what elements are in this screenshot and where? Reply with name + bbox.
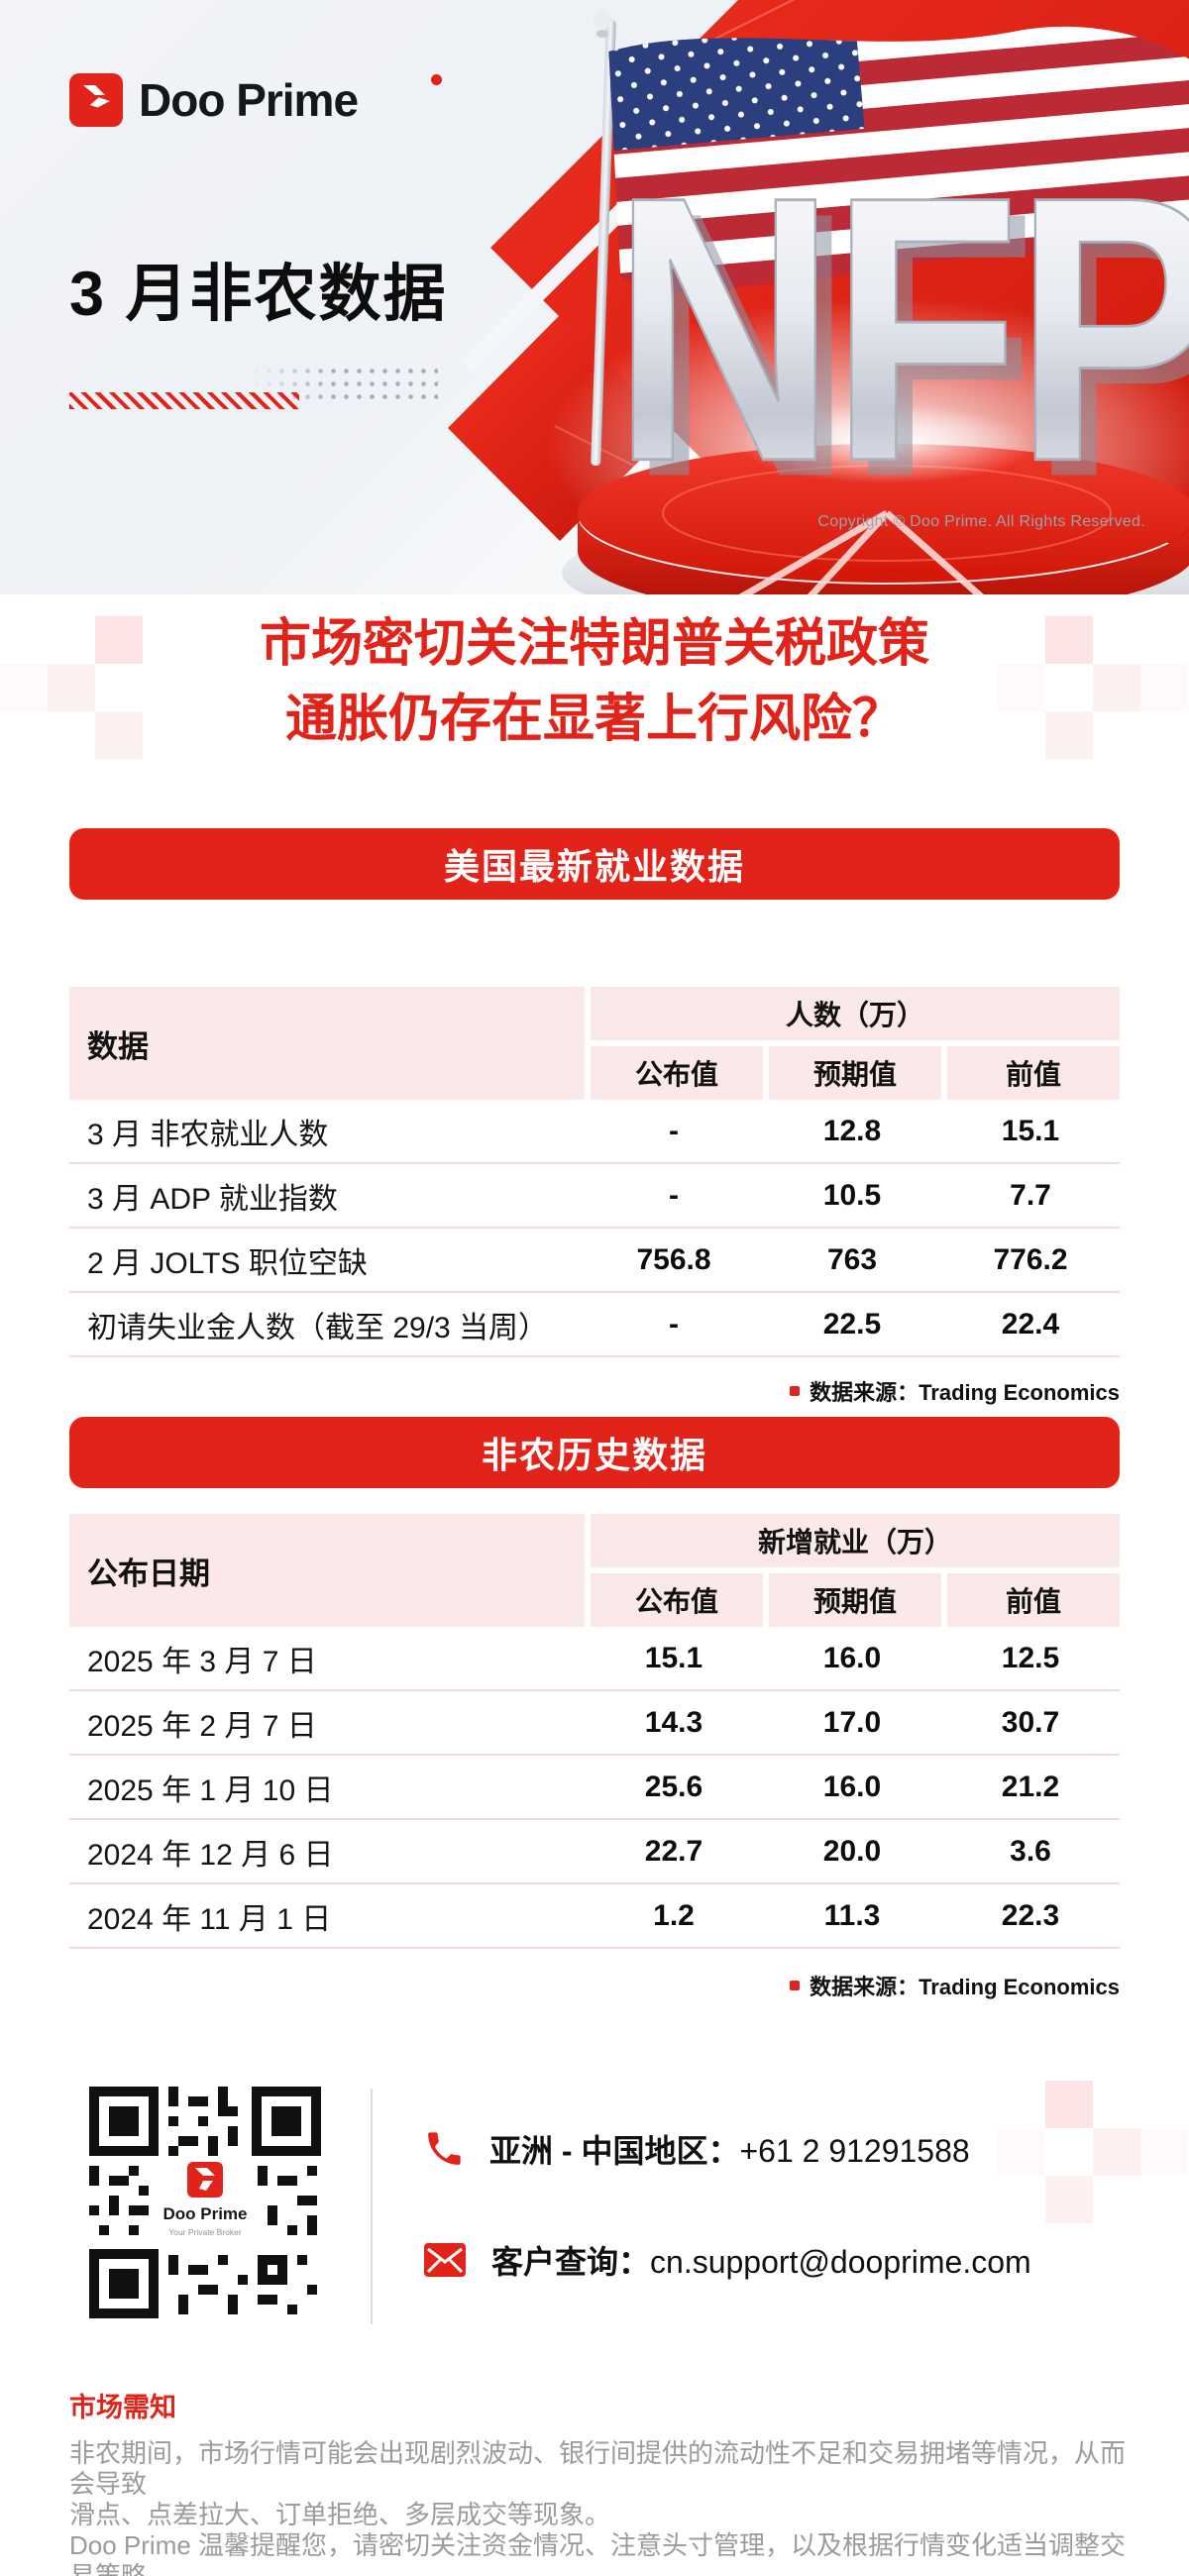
bullet-square-icon	[790, 1386, 801, 1396]
svg-text:NFP: NFP	[612, 118, 1189, 539]
column-header-date: 公布日期	[69, 1514, 585, 1627]
column-header-previous: 前值	[947, 1046, 1120, 1100]
table-header: 数据 人数（万） 公布值 预期值 前值	[69, 987, 1120, 1100]
column-header-previous: 前值	[947, 1573, 1120, 1627]
notice-line: Doo Prime 温馨提醒您，请密切关注资金情况、注意头寸管理，以及根据行情变…	[69, 2530, 1127, 2576]
bullet-square-icon	[790, 1981, 801, 1990]
qr-code: Doo Prime Your Private Broker	[83, 2081, 327, 2324]
column-header-data: 数据	[69, 987, 585, 1100]
table-row: 2024 年 11 月 1 日 1.2 11.3 22.3	[69, 1884, 1120, 1949]
flag-cloth	[608, 21, 1189, 297]
svg-text:Doo Prime: Doo Prime	[162, 2204, 247, 2223]
pie-podium	[562, 404, 1189, 594]
section-banner-history: 非农历史数据	[69, 1417, 1120, 1488]
qr-center-logo: Doo Prime Your Private Broker	[159, 2156, 252, 2249]
table-row: 2025 年 2 月 7 日 14.3 17.0 30.7	[69, 1691, 1120, 1756]
group-header: 新增就业（万）	[591, 1514, 1120, 1567]
table-row: 2024 年 12 月 6 日 22.7 20.0 3.6	[69, 1820, 1120, 1884]
history-data-table: 公布日期 新增就业（万） 公布值 预期值 前值 2025 年 3 月 7 日 1…	[69, 1514, 1120, 1949]
doo-prime-logo-icon	[69, 73, 123, 127]
column-header-forecast: 预期值	[769, 1046, 941, 1100]
checker-decoration-left	[0, 616, 191, 760]
headline: 市场密切关注特朗普关税政策 通胀仍存在显著上行风险？	[0, 606, 1189, 757]
svg-text:NFP: NFP	[629, 134, 1189, 555]
table-row: 2025 年 1 月 10 日 25.6 16.0 21.2	[69, 1756, 1120, 1820]
brand-wordmark: Doo Prime	[139, 74, 443, 126]
copyright-note: Copyright © Doo Prime. All Rights Reserv…	[817, 513, 1145, 530]
data-source-note: 数据来源：Trading Economics	[790, 1970, 1120, 2001]
hero-graphic: NFP NFP	[448, 0, 1189, 594]
svg-text:Your Private Broker: Your Private Broker	[168, 2227, 242, 2237]
vertical-divider	[371, 2089, 373, 2324]
nfp-3d-text: NFP NFP	[611, 117, 1189, 555]
checker-decoration-right	[998, 616, 1189, 760]
checker-decoration-contact	[998, 2081, 1189, 2224]
page-title: 3 月非农数据	[69, 260, 448, 329]
phone-number[interactable]: +61 2 91291588	[739, 2133, 970, 2169]
table-row: 2 月 JOLTS 职位空缺 756.8 763 776.2	[69, 1229, 1120, 1293]
latest-data-table: 数据 人数（万） 公布值 预期值 前值 3 月 非农就业人数 - 12.8 15…	[69, 987, 1120, 1357]
group-header: 人数（万）	[591, 987, 1120, 1040]
headline-line-1: 市场密切关注特朗普关税政策	[259, 615, 929, 673]
table-row: 3 月 非农就业人数 - 12.8 15.1	[69, 1100, 1120, 1164]
section-banner-latest: 美国最新就业数据	[69, 828, 1120, 900]
email-contact[interactable]: 客户查询：cn.support@dooprime.com	[424, 2237, 1031, 2283]
data-source-note: 数据来源：Trading Economics	[790, 1375, 1120, 1407]
column-header-actual: 公布值	[591, 1046, 763, 1100]
notice-line: 非农期间，市场行情可能会出现剧烈波动、银行间提供的流动性不足和交易拥堵等情况，从…	[69, 2438, 1127, 2499]
stripe-decoration	[69, 392, 299, 409]
table-row: 3 月 ADP 就业指数 - 10.5 7.7	[69, 1164, 1120, 1229]
phone-label: 亚洲 - 中国地区：	[489, 2133, 740, 2169]
email-address[interactable]: cn.support@dooprime.com	[650, 2244, 1031, 2280]
email-label: 客户查询：	[491, 2244, 651, 2280]
hero-section: NFP NFP Doo Prime 3 月非农数据 Copyright © Do…	[0, 0, 1189, 594]
phone-icon	[428, 2132, 461, 2165]
us-flag-icon	[591, 11, 1189, 466]
email-icon	[424, 2243, 466, 2277]
table-row: 2025 年 3 月 7 日 15.1 16.0 12.5	[69, 1627, 1120, 1691]
doo-prime-logo: Doo Prime	[69, 73, 443, 127]
column-header-forecast: 预期值	[769, 1573, 941, 1627]
table-header: 公布日期 新增就业（万） 公布值 预期值 前值	[69, 1514, 1120, 1627]
phone-contact[interactable]: 亚洲 - 中国地区：+61 2 91291588	[424, 2126, 970, 2172]
market-notice: 市场需知 非农期间，市场行情可能会出现剧烈波动、银行间提供的流动性不足和交易拥堵…	[69, 2386, 1139, 2576]
notice-line: 滑点、点差拉大、订单拒绝、多层成交等现象。	[69, 2500, 611, 2529]
column-header-actual: 公布值	[591, 1573, 763, 1627]
headline-line-2: 通胀仍存在显著上行风险？	[284, 691, 904, 748]
table-row: 初请失业金人数（截至 29/3 当周） - 22.5 22.4	[69, 1293, 1120, 1357]
notice-title: 市场需知	[69, 2393, 176, 2422]
